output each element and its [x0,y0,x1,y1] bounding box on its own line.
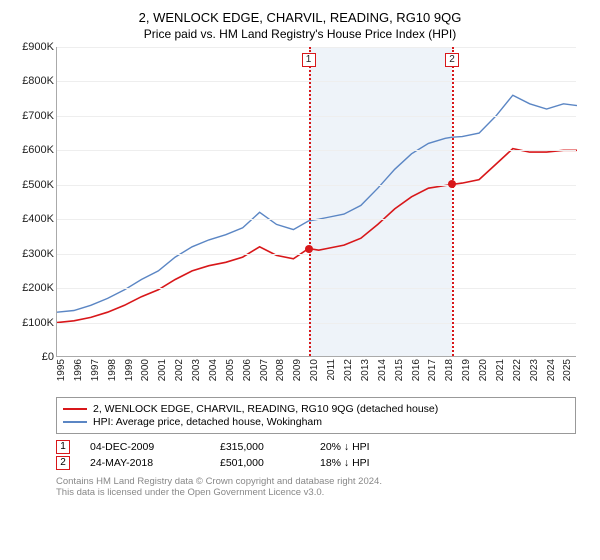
x-tick-label: 2024 [546,359,557,381]
gridline-h [57,185,576,186]
x-tick-label: 2006 [242,359,253,381]
event-date: 24-MAY-2018 [90,457,200,469]
gridline-h [57,219,576,220]
event-badge: 2 [445,53,459,67]
x-tick-label: 2003 [191,359,202,381]
x-tick-label: 1999 [124,359,135,381]
gridline-h [57,47,576,48]
gridline-h [57,254,576,255]
footer-line-2: This data is licensed under the Open Gov… [56,487,588,498]
x-tick-label: 2004 [208,359,219,381]
x-tick-label: 2012 [343,359,354,381]
x-tick-label: 2025 [562,359,573,381]
event-row: 1 04-DEC-2009 £315,000 20% ↓ HPI [56,440,576,454]
event-badge: 1 [302,53,316,67]
legend-label: 2, WENLOCK EDGE, CHARVIL, READING, RG10 … [93,403,438,415]
x-tick-label: 2020 [478,359,489,381]
event-row-badge: 1 [56,440,70,454]
y-tick-label: £500K [22,179,54,191]
legend-label: HPI: Average price, detached house, Woki… [93,416,322,428]
y-tick-label: £800K [22,75,54,87]
x-tick-label: 2000 [140,359,151,381]
event-date: 04-DEC-2009 [90,441,200,453]
x-tick-label: 1996 [73,359,84,381]
x-tick-label: 2011 [326,359,337,381]
x-tick-label: 2009 [292,359,303,381]
x-tick-label: 2016 [411,359,422,381]
chart-area: £0£100K£200K£300K£400K£500K£600K£700K£80… [12,47,588,357]
series-line [57,95,577,312]
x-tick-label: 2017 [427,359,438,381]
x-tick-label: 2015 [394,359,405,381]
event-price: £315,000 [220,441,300,453]
y-tick-label: £900K [22,41,54,53]
y-tick-label: £100K [22,317,54,329]
gridline-h [57,116,576,117]
chart-lines [57,47,577,357]
chart-title: 2, WENLOCK EDGE, CHARVIL, READING, RG10 … [12,10,588,25]
plot-area: 12 [56,47,576,357]
x-tick-label: 2005 [225,359,236,381]
y-tick-label: £0 [42,351,54,363]
x-tick-label: 2018 [444,359,455,381]
x-tick-label: 2002 [174,359,185,381]
gridline-h [57,81,576,82]
x-tick-label: 2008 [275,359,286,381]
footer-attribution: Contains HM Land Registry data © Crown c… [56,476,588,498]
event-pct: 20% ↓ HPI [320,441,440,453]
x-tick-label: 2010 [309,359,320,381]
event-row: 2 24-MAY-2018 £501,000 18% ↓ HPI [56,456,576,470]
x-tick-label: 1997 [90,359,101,381]
gridline-h [57,323,576,324]
chart-subtitle: Price paid vs. HM Land Registry's House … [12,27,588,41]
y-tick-label: £300K [22,248,54,260]
x-tick-label: 2023 [529,359,540,381]
event-pct: 18% ↓ HPI [320,457,440,469]
legend-swatch [63,421,87,423]
events-table: 1 04-DEC-2009 £315,000 20% ↓ HPI 2 24-MAY-201… [56,440,576,470]
x-tick-label: 2007 [259,359,270,381]
footer-line-1: Contains HM Land Registry data © Crown c… [56,476,588,487]
y-tick-label: £700K [22,110,54,122]
legend-swatch [63,408,87,410]
x-tick-label: 2022 [512,359,523,381]
x-axis: 1995 1996 1997 1998 1999 2000 2001 2002 2003 2004… [56,357,576,391]
event-marker [305,245,313,253]
event-price: £501,000 [220,457,300,469]
y-tick-label: £200K [22,282,54,294]
legend-item: 2, WENLOCK EDGE, CHARVIL, READING, RG10 … [63,403,569,415]
event-row-badge: 2 [56,456,70,470]
event-line [452,47,454,356]
gridline-h [57,288,576,289]
x-tick-label: 1998 [107,359,118,381]
gridline-h [57,150,576,151]
x-tick-label: 2013 [360,359,371,381]
series-line [57,149,577,323]
x-tick-label: 1995 [56,359,67,381]
y-tick-label: £600K [22,144,54,156]
event-marker [448,180,456,188]
x-tick-label: 2019 [461,359,472,381]
y-axis: £0£100K£200K£300K£400K£500K£600K£700K£80… [12,47,54,357]
x-tick-label: 2021 [495,359,506,381]
x-tick-label: 2014 [377,359,388,381]
legend: 2, WENLOCK EDGE, CHARVIL, READING, RG10 … [56,397,576,434]
x-tick-label: 2001 [157,359,168,381]
event-line [309,47,311,356]
y-tick-label: £400K [22,213,54,225]
legend-item: HPI: Average price, detached house, Woki… [63,416,569,428]
